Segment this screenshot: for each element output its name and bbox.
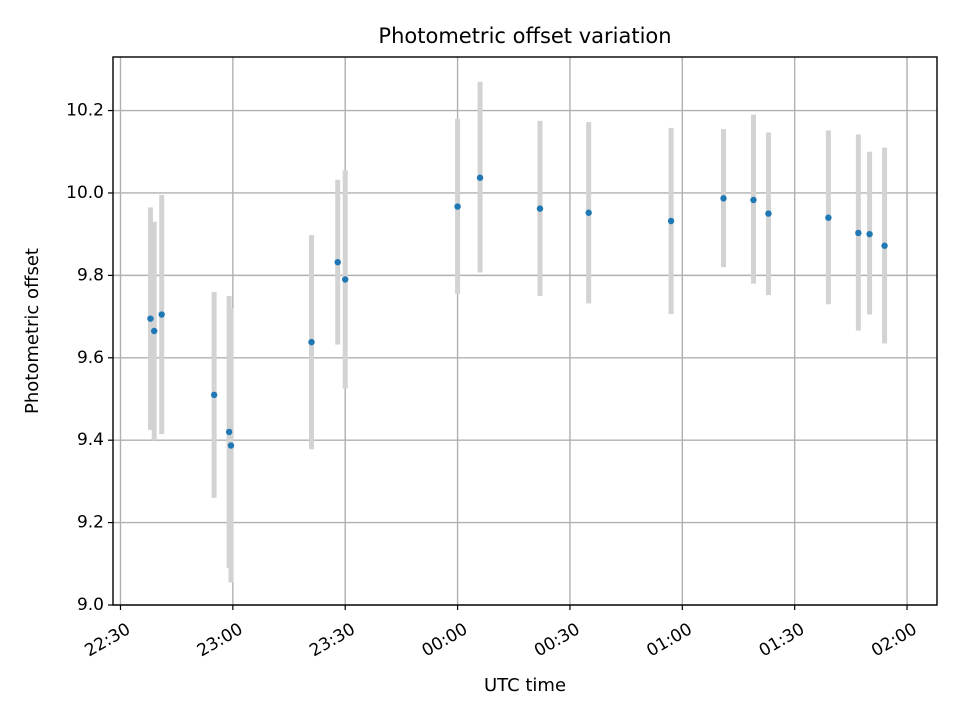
data-point <box>855 229 862 237</box>
y-tick-label: 10.2 <box>66 101 104 121</box>
data-point <box>225 428 233 436</box>
data-points <box>147 174 888 449</box>
y-tick-label: 10.0 <box>66 183 104 203</box>
y-axis-label: Photometric offset <box>22 248 43 414</box>
data-point <box>342 276 349 283</box>
data-point <box>881 242 888 249</box>
data-point <box>667 217 675 225</box>
data-point <box>825 214 832 221</box>
x-axis-label: UTC time <box>484 675 566 696</box>
chart-title: Photometric offset variation <box>378 24 671 48</box>
data-point <box>866 230 873 238</box>
data-point <box>308 338 315 346</box>
data-point <box>536 205 544 212</box>
data-point <box>147 315 154 322</box>
plot-frame <box>112 56 938 606</box>
y-tick-label: 9.8 <box>77 265 104 285</box>
data-point <box>720 195 727 202</box>
y-tick-label: 9.4 <box>77 430 104 450</box>
data-point <box>151 327 158 335</box>
data-point <box>476 174 484 181</box>
data-point <box>210 391 218 399</box>
y-tick-label: 9.0 <box>77 595 104 615</box>
data-point <box>585 209 592 216</box>
data-point <box>765 210 772 217</box>
data-point <box>334 258 341 266</box>
y-tick-label: 9.2 <box>77 513 104 533</box>
data-point <box>454 203 461 210</box>
data-point <box>158 311 165 318</box>
data-point <box>750 196 757 204</box>
y-tick-label: 9.6 <box>77 348 104 368</box>
data-point <box>227 442 235 449</box>
